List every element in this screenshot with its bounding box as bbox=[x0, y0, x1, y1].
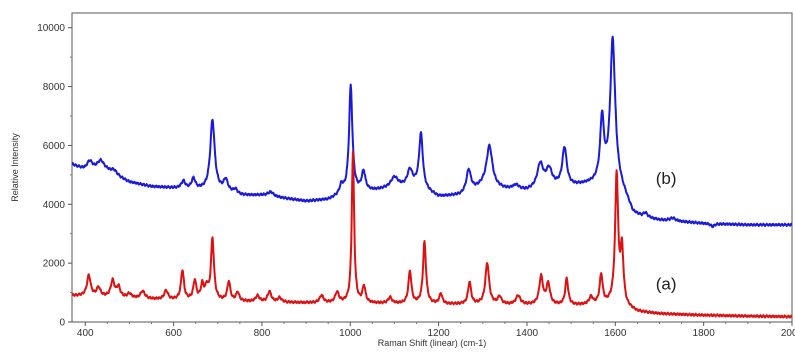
y-tick-label: 8000 bbox=[43, 82, 66, 93]
x-tick-label: 2000 bbox=[781, 328, 795, 339]
plot-frame bbox=[71, 12, 793, 323]
x-tick-label: 800 bbox=[254, 328, 271, 339]
x-tick-label: 1200 bbox=[428, 328, 451, 339]
y-tick-label: 2000 bbox=[43, 259, 66, 270]
y-axis-title: Relative Intensity bbox=[10, 133, 20, 202]
series-layer bbox=[71, 35, 793, 319]
x-tick-label: 1400 bbox=[516, 328, 539, 339]
y-tick-label: 10000 bbox=[37, 23, 65, 34]
x-axis-title: Raman Shift (linear) (cm-1) bbox=[378, 338, 487, 348]
y-tick-label: 6000 bbox=[43, 141, 66, 152]
x-tick-label: 400 bbox=[77, 328, 94, 339]
labels-layer: 400 600 800 1000 1200 1400 1600 1800 2000 0 2000 40… bbox=[10, 23, 795, 348]
y-tick-label: 0 bbox=[59, 318, 65, 329]
series-label-1: (a) bbox=[656, 275, 677, 294]
series-label-0: (b) bbox=[656, 169, 677, 188]
series-line-1 bbox=[71, 150, 793, 319]
x-tick-label: 1800 bbox=[693, 328, 716, 339]
x-tick-label: 1600 bbox=[604, 328, 627, 339]
x-tick-label: 600 bbox=[165, 328, 182, 339]
y-tick-label: 4000 bbox=[43, 200, 66, 211]
series-line-0 bbox=[71, 35, 793, 229]
axes bbox=[68, 12, 793, 326]
x-tick-label: 1000 bbox=[339, 328, 362, 339]
